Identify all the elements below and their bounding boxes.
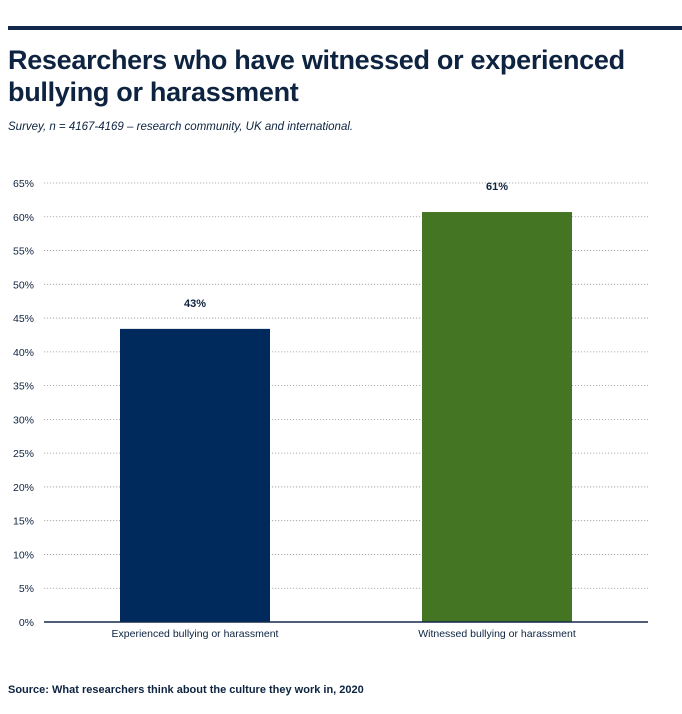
data-labels: 43% 61% bbox=[184, 181, 508, 310]
y-tick-label: 5% bbox=[19, 583, 34, 595]
y-axis-ticks: 0% 5% 10% 15% 20% 25% 30% 35% 40% 45% 50% 55% 60% 65% bbox=[13, 178, 34, 629]
y-tick-label: 35% bbox=[13, 381, 34, 393]
y-tick-label: 55% bbox=[13, 246, 34, 258]
y-tick-label: 20% bbox=[13, 482, 34, 494]
bars bbox=[120, 212, 572, 622]
bar-data-label: 43% bbox=[184, 298, 206, 310]
y-tick-label: 30% bbox=[13, 414, 34, 426]
x-axis-ticks: Experienced bullying or harassment Witnes… bbox=[112, 628, 576, 640]
x-tick-label: Witnessed bullying or harassment bbox=[418, 628, 576, 640]
y-tick-label: 25% bbox=[13, 448, 34, 460]
y-tick-label: 10% bbox=[13, 549, 34, 561]
y-tick-label: 45% bbox=[13, 313, 34, 325]
y-tick-label: 40% bbox=[13, 347, 34, 359]
y-tick-label: 0% bbox=[19, 617, 34, 629]
y-tick-label: 60% bbox=[13, 212, 34, 224]
bar-chart: 0% 5% 10% 15% 20% 25% 30% 35% 40% 45% 50% 55% 60% 65%… bbox=[13, 178, 648, 640]
y-tick-label: 65% bbox=[13, 178, 34, 190]
chart-title: Researchers who have witnessed or experi… bbox=[8, 45, 625, 107]
y-tick-label: 50% bbox=[13, 279, 34, 291]
bar-data-label: 61% bbox=[486, 181, 508, 193]
y-tick-label: 15% bbox=[13, 516, 34, 528]
chart-subtitle: Survey, n = 4167-4169 – research communi… bbox=[8, 121, 354, 133]
bar bbox=[120, 328, 270, 622]
x-tick-label: Experienced bullying or harassment bbox=[112, 628, 279, 640]
top-rule bbox=[8, 26, 682, 30]
source-note: Source: What researchers think about the… bbox=[8, 684, 364, 696]
bar bbox=[422, 212, 572, 622]
